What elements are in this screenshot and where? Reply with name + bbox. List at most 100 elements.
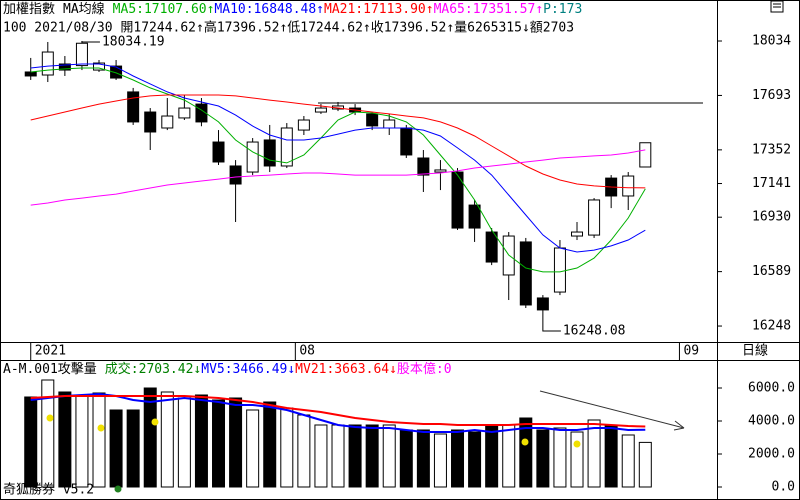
- volume-bar: [194, 394, 208, 488]
- volume-bar: [280, 407, 294, 488]
- annotation-leader: [542, 326, 561, 332]
- annotation: 16248.08: [563, 324, 626, 339]
- y-tick-label: 6000.0: [748, 381, 795, 396]
- volume-bar: [433, 433, 447, 488]
- volume-bar: [41, 379, 55, 488]
- trend-arrow-head: [673, 420, 685, 431]
- candle-body: [41, 51, 54, 76]
- signal-dot: [573, 440, 581, 448]
- candle-body: [622, 175, 635, 197]
- signal-dot: [151, 418, 159, 426]
- candle-body: [536, 297, 549, 311]
- candle-body: [144, 111, 157, 133]
- candle-body: [519, 241, 532, 306]
- volume-bar: [468, 431, 482, 488]
- volume-bar: [399, 429, 413, 488]
- extra-label: 股本億:0: [397, 361, 452, 377]
- volume-bar: [553, 427, 567, 488]
- period-label: 日線: [742, 343, 768, 359]
- subtitle: MA均線: [63, 1, 105, 17]
- extra-label: P:173: [543, 2, 582, 17]
- volume-bar: [24, 396, 38, 488]
- candle-body: [110, 65, 123, 79]
- candle-body: [468, 204, 481, 229]
- candle-body: [553, 247, 566, 293]
- candle-body: [24, 71, 37, 77]
- volume-bar: [621, 434, 635, 488]
- candle-body: [93, 62, 106, 71]
- candle-body: [161, 115, 174, 129]
- volume-bar: [314, 424, 328, 488]
- x-tick-label: 09: [683, 344, 699, 359]
- plots: 18034.19 16248.08: [24, 34, 652, 488]
- candle-body: [383, 119, 396, 129]
- volume-bar: [246, 409, 260, 488]
- y-tick-label: 16930: [752, 210, 791, 225]
- volume-bar: [451, 429, 465, 488]
- volume-bar: [365, 424, 379, 488]
- volume-bar: [177, 397, 191, 488]
- y-tick-label: 2000.0: [748, 446, 795, 461]
- y-tick-label: 17352: [752, 142, 791, 157]
- volume-bar: [502, 424, 516, 488]
- legend-entry: MV5:3466.49↓: [201, 362, 295, 377]
- candle-body: [195, 103, 208, 123]
- volume-bar: [143, 387, 157, 488]
- candle-body: [314, 107, 327, 113]
- legend-entry: MA10:16848.48↑: [214, 2, 324, 17]
- legend-entry: MA65:17351.57↑: [434, 2, 544, 17]
- volume-bar: [126, 409, 140, 488]
- trend-arrow: [539, 390, 685, 429]
- annotation: 18034.19: [102, 34, 165, 49]
- candle-body: [451, 171, 464, 229]
- annotation-leader: [81, 40, 100, 43]
- x-tick-label: 2021: [35, 344, 66, 359]
- volume-bar: [587, 419, 601, 488]
- volume-bar: [263, 401, 277, 488]
- y-tick-label: 0.0: [772, 479, 795, 494]
- volume-bar: [212, 399, 226, 488]
- volume-bar: [638, 441, 652, 488]
- volume-bar: [348, 424, 362, 488]
- candle-body: [127, 91, 140, 123]
- y-tick-label: 17141: [752, 176, 791, 191]
- candle-body: [297, 119, 310, 131]
- volume-bar: [536, 429, 550, 488]
- volume-bar: [382, 424, 396, 488]
- volume-bar: [416, 429, 430, 488]
- candle-body: [588, 199, 601, 236]
- volume-bar: [485, 424, 499, 488]
- signal-dot: [97, 424, 105, 432]
- candle-body: [280, 127, 293, 167]
- legend-entry: MA5:17107.60↑: [113, 2, 215, 17]
- volume-bar: [58, 391, 72, 488]
- y-tick-label: 16248: [752, 319, 791, 334]
- candle-body: [400, 127, 413, 156]
- candle-body: [178, 107, 191, 119]
- candle-body: [366, 113, 379, 127]
- volume-bar: [75, 394, 89, 488]
- title: A-M.001攻擊量: [3, 361, 97, 377]
- legend-entry: MV21:3663.64↓: [295, 362, 397, 377]
- candle-body: [212, 141, 225, 163]
- volume-bar: [604, 424, 618, 488]
- candle-body: [434, 169, 447, 173]
- mv-line: [30, 395, 646, 428]
- volume-bar: [109, 409, 123, 488]
- signal-dot: [114, 485, 122, 493]
- signal-dot: [46, 414, 54, 422]
- candle-body: [571, 231, 584, 237]
- candle-body: [58, 63, 71, 71]
- volume-bar: [297, 414, 311, 488]
- y-tick-label: 16589: [752, 264, 791, 279]
- ma-line: [30, 67, 646, 273]
- volume-bar: [92, 392, 106, 488]
- volume-bar: [570, 431, 584, 488]
- info-line: 100 2021/08/30 開17244.62↑高17396.52↑低1724…: [3, 20, 574, 36]
- title: 加權指數: [3, 2, 55, 17]
- volume-header: A-M.001攻擊量 成交:2703.42↓MV5:3466.49↓MV21:36…: [3, 361, 452, 377]
- footer: 奇狐勝券 v5.2: [3, 482, 94, 498]
- ma-line: [30, 149, 646, 206]
- y-tick-label: 4000.0: [748, 413, 795, 428]
